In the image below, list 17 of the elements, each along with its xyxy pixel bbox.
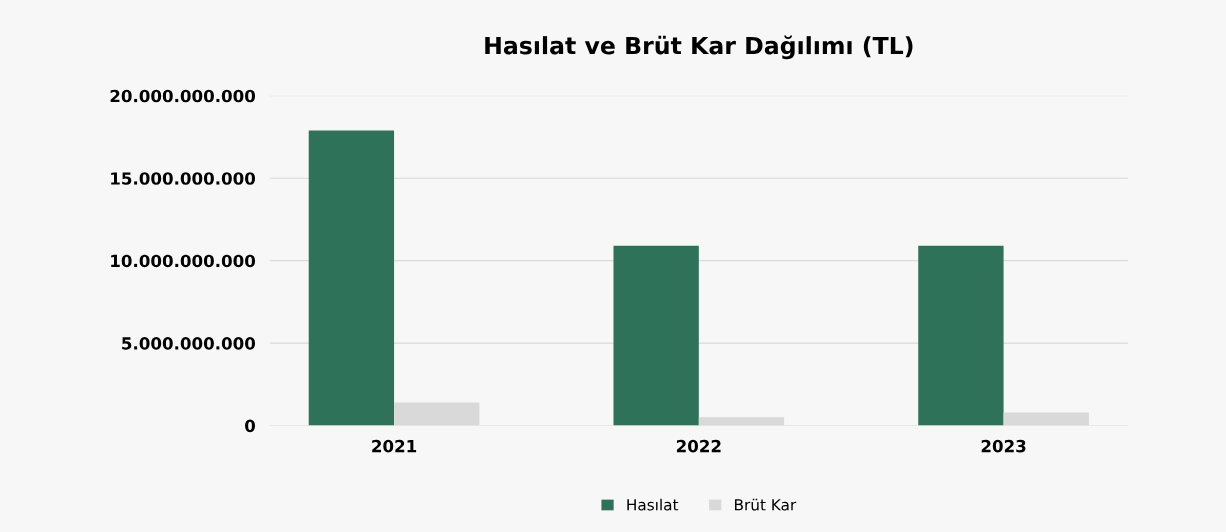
y-tick-label: 5.000.000.000: [122, 337, 256, 350]
bar: [394, 402, 480, 426]
legend-label: Hasılat: [627, 498, 679, 511]
y-tick-label: 20.000.000.000: [110, 89, 256, 103]
chart-title: Hasılat ve Brüt Kar Dağılımı (TL): [485, 35, 913, 60]
x-tick-label: 2022: [676, 439, 721, 453]
bar: [308, 130, 395, 426]
x-tick-label: 2023: [981, 439, 1026, 453]
x-tick-label: 2021: [372, 439, 417, 453]
legend-label: Brüt Kar: [735, 498, 797, 511]
bar: [698, 417, 785, 426]
bar: [613, 245, 699, 426]
bar: [1003, 412, 1089, 426]
bar: [918, 245, 1004, 426]
y-tick-label: 15.000.000.000: [111, 172, 256, 185]
y-tick-label: 0: [245, 419, 256, 433]
y-tick-label: 10.000.000.000: [111, 254, 256, 268]
